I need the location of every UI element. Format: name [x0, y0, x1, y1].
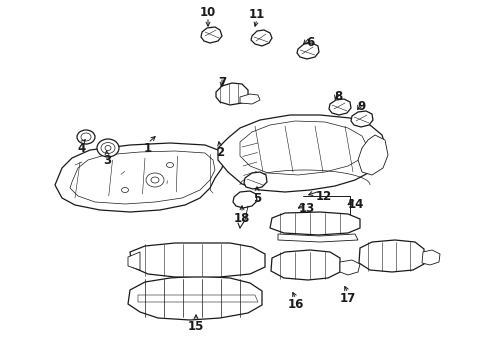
- Polygon shape: [128, 276, 262, 320]
- Ellipse shape: [77, 130, 95, 144]
- Polygon shape: [296, 43, 318, 59]
- Polygon shape: [328, 99, 350, 115]
- Ellipse shape: [101, 143, 115, 153]
- Polygon shape: [55, 143, 224, 212]
- Text: 2: 2: [216, 145, 224, 158]
- Text: 16: 16: [287, 297, 304, 310]
- Polygon shape: [216, 83, 247, 105]
- Text: 1: 1: [143, 141, 152, 154]
- Text: 18: 18: [233, 211, 250, 225]
- Ellipse shape: [121, 188, 128, 193]
- Polygon shape: [218, 115, 385, 192]
- Text: 13: 13: [298, 202, 314, 215]
- Text: 4: 4: [78, 141, 86, 154]
- Text: 8: 8: [333, 90, 342, 103]
- Text: 11: 11: [248, 8, 264, 21]
- Text: 7: 7: [218, 76, 225, 89]
- Polygon shape: [240, 121, 367, 175]
- Polygon shape: [269, 212, 359, 235]
- Polygon shape: [250, 30, 271, 46]
- Polygon shape: [270, 250, 339, 280]
- Ellipse shape: [97, 139, 119, 157]
- Text: 9: 9: [357, 99, 366, 112]
- Ellipse shape: [146, 173, 163, 187]
- Text: 17: 17: [339, 292, 355, 305]
- Text: 15: 15: [187, 320, 204, 333]
- Polygon shape: [130, 243, 264, 277]
- Text: 14: 14: [347, 198, 364, 211]
- Polygon shape: [244, 172, 266, 189]
- Polygon shape: [232, 191, 257, 208]
- Polygon shape: [350, 111, 372, 127]
- Polygon shape: [201, 27, 222, 43]
- Polygon shape: [240, 94, 260, 104]
- Text: 5: 5: [252, 192, 261, 204]
- Polygon shape: [278, 234, 357, 242]
- Ellipse shape: [166, 162, 173, 167]
- Text: 10: 10: [200, 5, 216, 18]
- Ellipse shape: [105, 145, 111, 150]
- Polygon shape: [128, 252, 140, 270]
- Polygon shape: [358, 240, 423, 272]
- Ellipse shape: [151, 177, 159, 183]
- Ellipse shape: [81, 133, 91, 141]
- Text: 12: 12: [315, 189, 331, 202]
- Polygon shape: [357, 135, 387, 175]
- Polygon shape: [339, 260, 359, 275]
- Polygon shape: [421, 250, 439, 265]
- Text: 6: 6: [305, 36, 313, 49]
- Text: 3: 3: [103, 153, 111, 166]
